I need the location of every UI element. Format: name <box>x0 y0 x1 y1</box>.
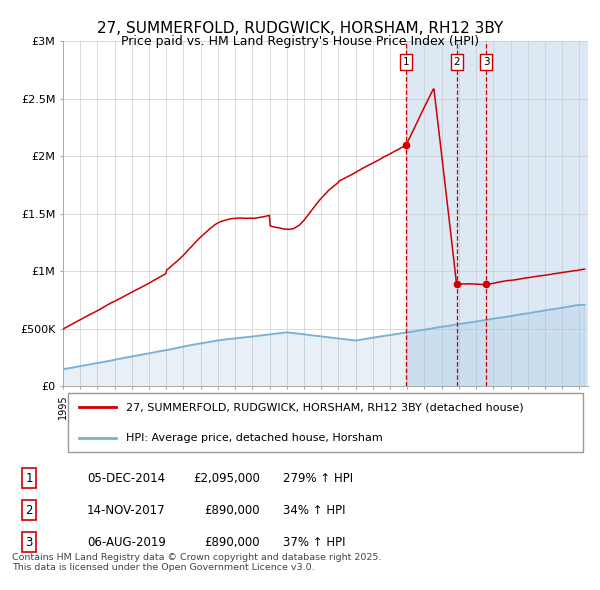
Text: 37% ↑ HPI: 37% ↑ HPI <box>283 536 345 549</box>
Text: 2: 2 <box>26 504 33 517</box>
Text: £890,000: £890,000 <box>204 504 260 517</box>
Bar <box>406 41 588 386</box>
Text: 06-AUG-2019: 06-AUG-2019 <box>87 536 166 549</box>
Text: 05-DEC-2014: 05-DEC-2014 <box>87 471 165 484</box>
Text: 1: 1 <box>403 57 409 67</box>
Text: 3: 3 <box>483 57 490 67</box>
Text: 279% ↑ HPI: 279% ↑ HPI <box>283 471 353 484</box>
Text: £2,095,000: £2,095,000 <box>193 471 260 484</box>
Text: 27, SUMMERFOLD, RUDGWICK, HORSHAM, RH12 3BY (detached house): 27, SUMMERFOLD, RUDGWICK, HORSHAM, RH12 … <box>126 402 524 412</box>
Text: Contains HM Land Registry data © Crown copyright and database right 2025.
This d: Contains HM Land Registry data © Crown c… <box>12 553 382 572</box>
Text: 27, SUMMERFOLD, RUDGWICK, HORSHAM, RH12 3BY: 27, SUMMERFOLD, RUDGWICK, HORSHAM, RH12 … <box>97 21 503 35</box>
Text: Price paid vs. HM Land Registry's House Price Index (HPI): Price paid vs. HM Land Registry's House … <box>121 35 479 48</box>
Text: 3: 3 <box>26 536 33 549</box>
Text: 14-NOV-2017: 14-NOV-2017 <box>87 504 166 517</box>
Text: HPI: Average price, detached house, Horsham: HPI: Average price, detached house, Hors… <box>126 432 383 442</box>
FancyBboxPatch shape <box>68 393 583 452</box>
Text: 2: 2 <box>454 57 460 67</box>
Text: 1: 1 <box>26 471 33 484</box>
Text: £890,000: £890,000 <box>204 536 260 549</box>
Text: 34% ↑ HPI: 34% ↑ HPI <box>283 504 345 517</box>
